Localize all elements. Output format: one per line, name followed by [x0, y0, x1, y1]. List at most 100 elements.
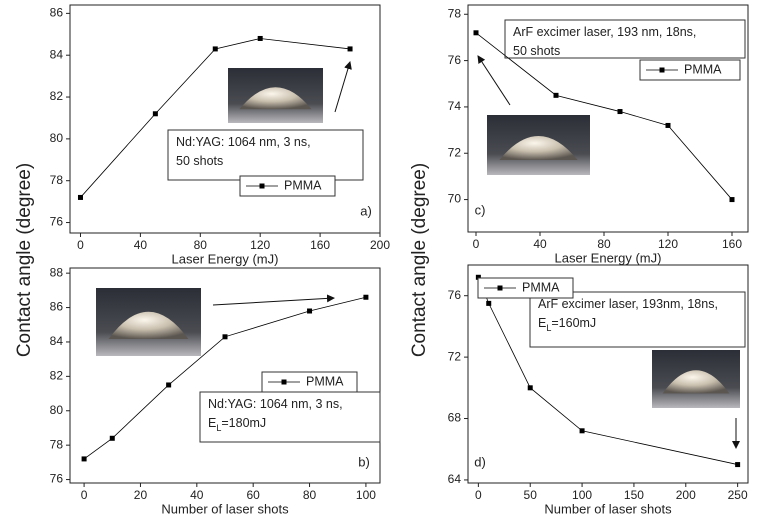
panel-label: b): [358, 454, 370, 469]
panel-label: c): [475, 202, 486, 217]
x-tick-label: 0: [77, 238, 84, 252]
y-axis-label: Contact angle (degree): [14, 163, 35, 357]
x-tick-label: 120: [658, 237, 678, 251]
legend-label: PMMA: [684, 62, 722, 76]
x-axis-label: Number of laser shots: [161, 501, 289, 516]
note-segment: 50 shots: [176, 154, 223, 168]
note-segment: Nd:YAG: 1064 nm, 3 ns,: [208, 397, 343, 411]
y-tick-label: 80: [50, 131, 64, 145]
data-point: [617, 109, 623, 115]
data-point: [307, 308, 313, 314]
note-segment: ArF excimer laser, 193nm, 18ns,: [538, 297, 718, 311]
x-tick-label: 40: [533, 237, 547, 251]
legend-box: [639, 59, 741, 81]
y-tick-label: 76: [448, 53, 462, 67]
y-tick-label: 72: [448, 349, 462, 363]
y-tick-label: 68: [448, 411, 462, 425]
note-text: ArF excimer laser, 193 nm, 18ns,: [513, 25, 696, 39]
x-tick-label: 50: [524, 488, 538, 502]
legend-box: [239, 175, 336, 197]
data-point: [166, 382, 172, 388]
note-segment: 50 shots: [513, 44, 560, 58]
data-point: [81, 456, 87, 462]
x-tick-label: 120: [250, 238, 270, 252]
note-box: [504, 19, 746, 59]
note-text: EL=180mJ: [208, 416, 266, 433]
y-tick-label: 84: [50, 334, 64, 348]
legend-label: PMMA: [284, 178, 322, 192]
droplet: [662, 370, 730, 394]
x-tick-label: 0: [473, 237, 480, 251]
note-segment: Nd:YAG: 1064 nm, 3 ns,: [176, 135, 311, 149]
x-tick-label: 200: [370, 238, 390, 252]
y-tick-label: 76: [448, 288, 462, 302]
legend-label: PMMA: [306, 374, 344, 388]
y-tick-label: 72: [448, 145, 462, 159]
note-text: Nd:YAG: 1064 nm, 3 ns,: [208, 397, 343, 411]
data-point: [212, 46, 218, 52]
note-segment: =180mJ: [221, 416, 266, 430]
note-text: 50 shots: [513, 44, 560, 58]
x-axis-label: Number of laser shots: [544, 501, 672, 516]
data-point: [473, 30, 479, 36]
note-segment: E: [208, 416, 216, 430]
legend-label: PMMA: [522, 280, 560, 294]
note-segment: L: [546, 323, 551, 333]
y-tick-label: 82: [50, 369, 64, 383]
data-point: [665, 122, 671, 128]
arrow: [212, 294, 335, 306]
data-point: [579, 428, 585, 434]
note-segment: ArF excimer laser, 193 nm, 18ns,: [513, 25, 696, 39]
y-tick-label: 86: [50, 6, 64, 20]
x-tick-label: 40: [134, 238, 148, 252]
y-tick-label: 78: [50, 173, 64, 187]
data-point: [735, 462, 741, 468]
data-point: [222, 334, 228, 340]
legend-marker: [259, 183, 265, 189]
arrow: [477, 55, 511, 106]
y-tick-label: 86: [50, 300, 64, 314]
data-point: [77, 194, 83, 200]
x-tick-label: 150: [624, 488, 644, 502]
x-tick-label: 20: [134, 488, 148, 502]
y-tick-label: 88: [50, 265, 64, 279]
y-tick-label: 78: [50, 437, 64, 451]
legend-marker: [659, 67, 665, 73]
y-tick-label: 82: [50, 89, 64, 103]
data-point: [152, 111, 158, 117]
data-point: [553, 92, 559, 98]
plot-frame: [467, 4, 749, 233]
panel-label: d): [474, 454, 486, 469]
note-box: [199, 391, 381, 443]
note-text: ArF excimer laser, 193nm, 18ns,: [538, 297, 718, 311]
note-text: Nd:YAG: 1064 nm, 3 ns,: [176, 135, 311, 149]
data-point: [363, 294, 369, 300]
arrow: [334, 61, 352, 113]
x-tick-label: 0: [475, 488, 482, 502]
data-point: [729, 197, 735, 203]
note-text: 50 shots: [176, 154, 223, 168]
y-tick-label: 64: [448, 472, 462, 486]
y-tick-label: 80: [50, 403, 64, 417]
droplet: [499, 136, 578, 160]
data-point: [257, 35, 263, 41]
droplet: [108, 311, 189, 339]
legend-box: [261, 371, 358, 393]
x-axis-label: Laser Energy (mJ): [555, 250, 662, 265]
x-tick-label: 100: [572, 488, 592, 502]
note-segment: L: [216, 423, 221, 433]
data-point: [347, 46, 353, 52]
plot-frame: [467, 264, 749, 484]
plot-frame: [69, 4, 381, 234]
y-axis-label: Contact angle (degree): [409, 163, 430, 357]
y-tick-label: 76: [50, 472, 64, 486]
data-point: [475, 274, 481, 280]
x-tick-label: 100: [356, 488, 376, 502]
legend-marker: [281, 379, 287, 385]
note-text: EL=160mJ: [538, 316, 596, 333]
x-tick-label: 80: [303, 488, 317, 502]
y-tick-label: 84: [50, 47, 64, 61]
x-tick-label: 160: [722, 237, 742, 251]
x-tick-label: 40: [190, 488, 204, 502]
